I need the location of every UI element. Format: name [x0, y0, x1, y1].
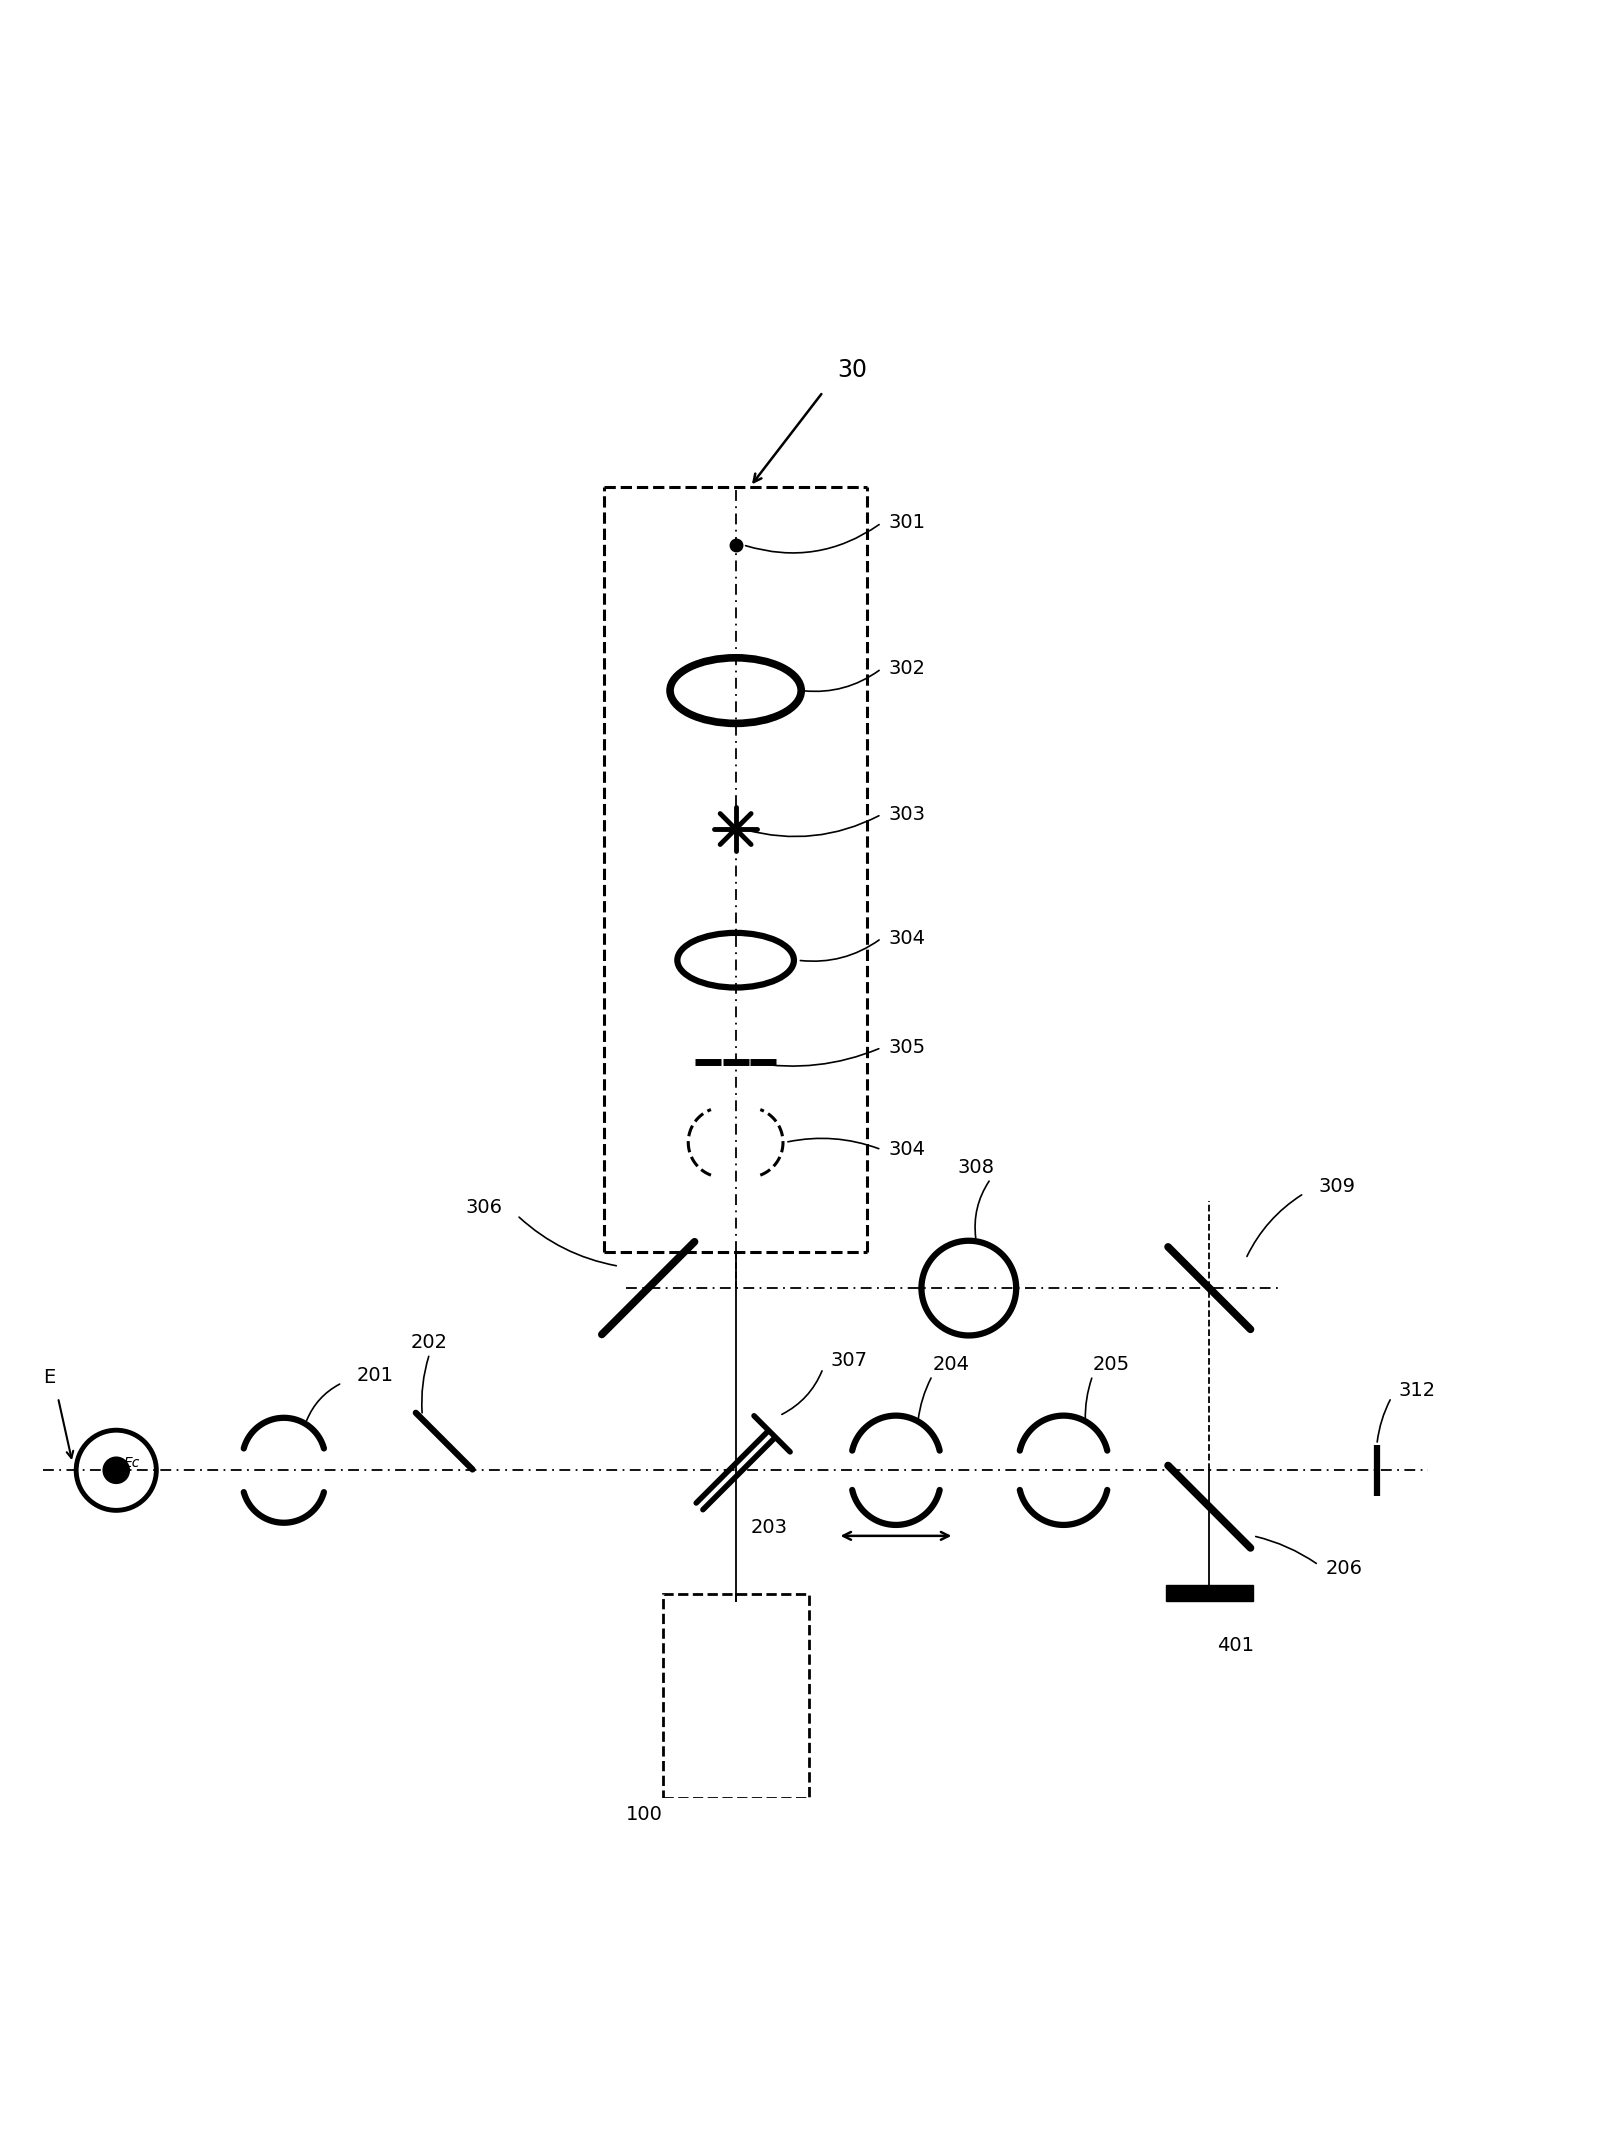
Text: 401: 401: [1216, 1636, 1253, 1656]
Text: 304: 304: [889, 1140, 925, 1159]
Text: 303: 303: [889, 804, 925, 824]
Text: 30: 30: [838, 357, 868, 383]
Text: 307: 307: [831, 1352, 867, 1371]
Circle shape: [103, 1457, 129, 1482]
Text: E: E: [44, 1367, 55, 1386]
Text: 203: 203: [750, 1519, 787, 1536]
Text: 204: 204: [933, 1356, 969, 1373]
Text: 312: 312: [1399, 1380, 1436, 1399]
Text: 201: 201: [357, 1367, 393, 1386]
Text: Ec: Ec: [123, 1457, 141, 1469]
Text: 100: 100: [626, 1805, 663, 1825]
Text: 305: 305: [889, 1037, 927, 1057]
Text: 308: 308: [957, 1159, 994, 1176]
Text: 309: 309: [1318, 1176, 1355, 1196]
Text: 202: 202: [411, 1333, 448, 1352]
Text: 306: 306: [466, 1198, 503, 1217]
Text: 206: 206: [1326, 1559, 1363, 1579]
Text: 205: 205: [1093, 1356, 1130, 1373]
Text: 304: 304: [889, 928, 925, 948]
Bar: [1166, 1585, 1253, 1602]
Text: 301: 301: [889, 513, 925, 533]
Text: 302: 302: [889, 659, 925, 678]
